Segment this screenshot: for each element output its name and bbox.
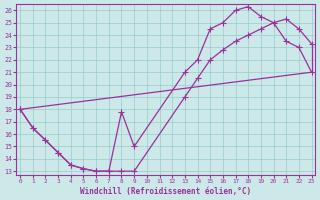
X-axis label: Windchill (Refroidissement éolien,°C): Windchill (Refroidissement éolien,°C) xyxy=(80,187,252,196)
